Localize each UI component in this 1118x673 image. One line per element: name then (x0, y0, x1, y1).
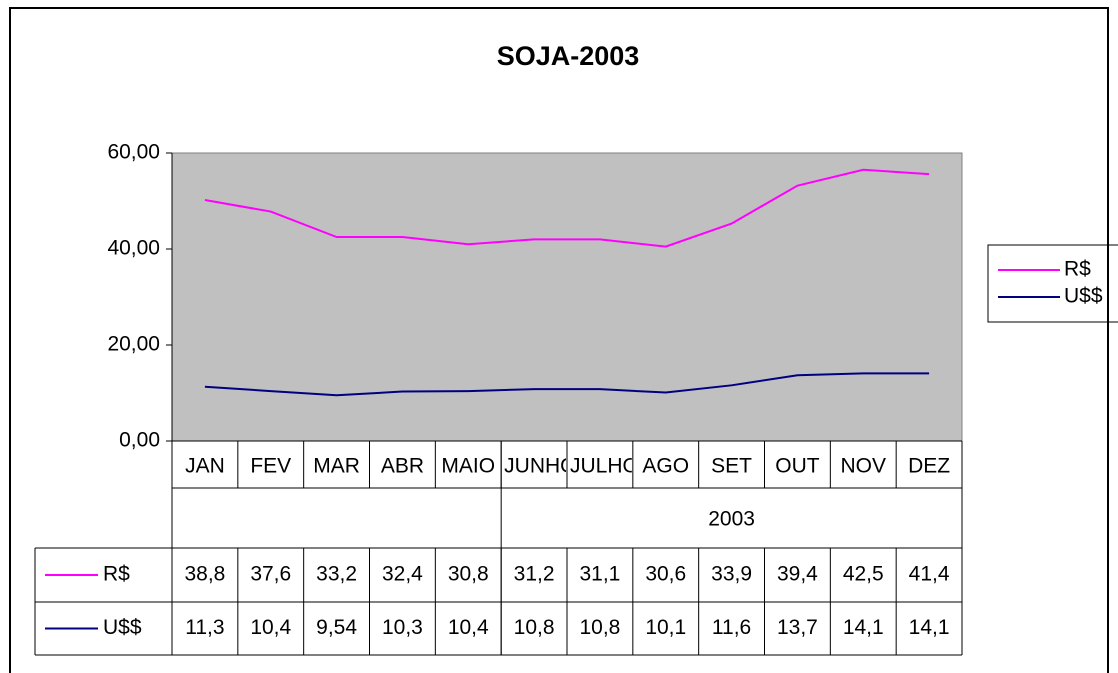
table-cell: 30,6 (645, 563, 686, 586)
table-cell: 14,1 (909, 616, 950, 639)
x-tick-label: JUNHO (504, 455, 576, 478)
plot-area (171, 152, 963, 442)
x-tick-label: OUT (775, 455, 820, 478)
legend-label: U$$ (1064, 285, 1103, 308)
table-cell: 11,3 (185, 616, 224, 639)
x-tick-label: DEZ (908, 455, 950, 478)
legend-label: R$ (1064, 258, 1091, 281)
table-cell: 31,2 (514, 563, 555, 586)
y-tick-label: 40,00 (107, 237, 160, 260)
table-cell: 30,8 (448, 563, 489, 586)
table-cell: 42,5 (843, 563, 884, 586)
table-cell: 10,1 (645, 616, 686, 639)
x-tick-label: JAN (185, 455, 225, 478)
table-cell: 38,8 (184, 563, 225, 586)
table-cell: 31,1 (579, 563, 620, 586)
x-tick-label: ABR (381, 455, 424, 478)
table-cell: 10,4 (250, 616, 291, 639)
x-group-label: 2003 (708, 508, 755, 531)
y-tick-label: 60,00 (107, 141, 160, 164)
x-tick-label: MAIO (441, 455, 495, 478)
chart-title: SOJA-2003 (497, 41, 640, 71)
table-cell: 11,6 (712, 616, 751, 639)
line-series (204, 168, 930, 248)
y-tick-label: 0,00 (119, 429, 160, 452)
x-tick-label: NOV (840, 455, 886, 478)
table-row-label: R$ (103, 563, 130, 586)
x-tick-label: FEV (250, 455, 291, 478)
table-cell: 37,6 (250, 563, 291, 586)
table-cell: 32,4 (382, 563, 423, 586)
table-cell: 10,3 (382, 616, 423, 639)
table-cell: 10,4 (448, 616, 489, 639)
x-tick-label: JULHO (570, 455, 639, 478)
x-tick-label: AGO (642, 455, 689, 478)
chart-frame (9, 7, 1109, 673)
table-cell: 10,8 (579, 616, 620, 639)
table-cell: 33,2 (316, 563, 357, 586)
table-cell: 33,9 (711, 563, 752, 586)
table-cell: 9,54 (316, 616, 357, 639)
table-cell: 41,4 (909, 563, 950, 586)
x-tick-label: MAR (313, 455, 360, 478)
x-tick-label: SET (711, 455, 752, 478)
table-cell: 13,7 (777, 616, 818, 639)
y-tick-label: 20,00 (107, 333, 160, 356)
table-cell: 39,4 (777, 563, 818, 586)
table-cell: 14,1 (843, 616, 884, 639)
table-cell: 10,8 (514, 616, 555, 639)
legend-box (987, 244, 1118, 323)
line-series (204, 372, 930, 397)
table-row-label: U$$ (103, 616, 142, 639)
